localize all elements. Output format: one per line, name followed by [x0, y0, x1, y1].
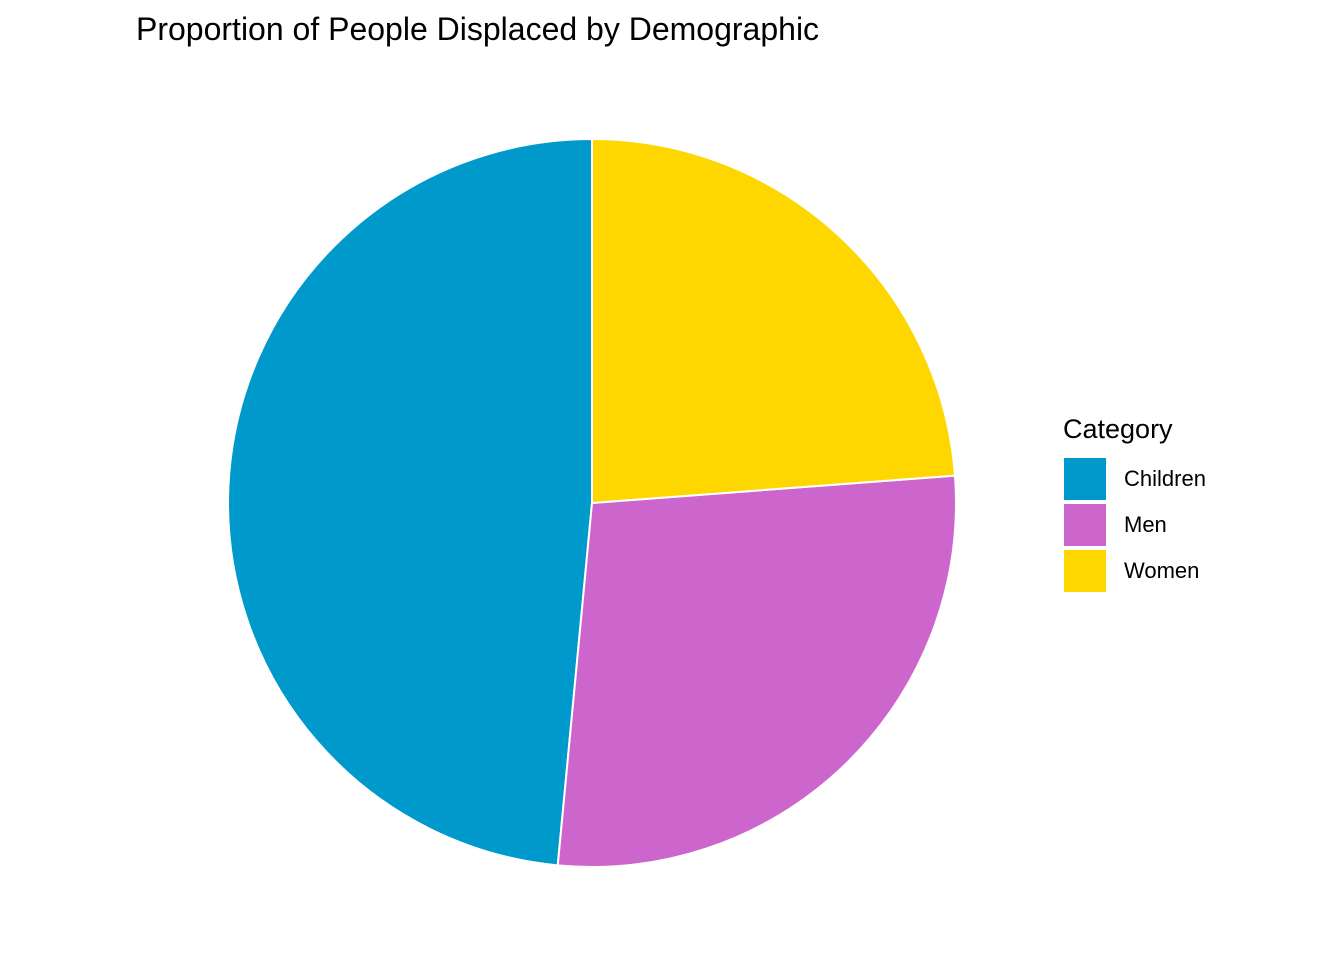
legend-swatch-women — [1063, 549, 1107, 593]
pie-slice-children — [227, 137, 593, 867]
legend: Category Children Men Women — [1063, 412, 1293, 594]
legend-label-women: Women — [1124, 558, 1200, 583]
pie-slice-men — [556, 474, 957, 868]
legend-item-women: Women — [1063, 548, 1293, 594]
legend-title: Category — [1063, 414, 1173, 444]
legend-swatch-children — [1063, 457, 1107, 501]
legend-item-men: Men — [1063, 502, 1293, 548]
legend-swatch-men — [1063, 503, 1107, 547]
legend-label-men: Men — [1124, 512, 1167, 537]
legend-label-children: Children — [1124, 466, 1206, 491]
chart-title: Proportion of People Displaced by Demogr… — [136, 11, 820, 47]
legend-item-children: Children — [1063, 456, 1293, 502]
legend-items: Children Men Women — [1063, 456, 1293, 594]
pie-slice-women — [591, 137, 957, 505]
